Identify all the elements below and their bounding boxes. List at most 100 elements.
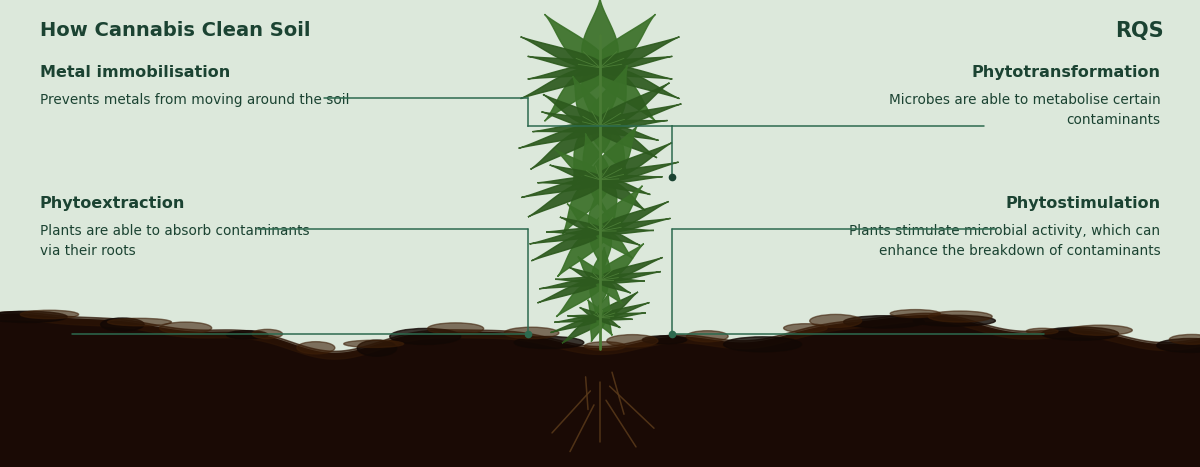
Text: RQS: RQS [1115,21,1164,41]
Ellipse shape [844,316,924,328]
Polygon shape [558,231,606,276]
Polygon shape [598,142,672,180]
Polygon shape [590,280,607,313]
Polygon shape [594,186,642,231]
Text: Phytostimulation: Phytostimulation [1006,196,1160,211]
Polygon shape [590,318,605,342]
Ellipse shape [1157,339,1200,353]
Polygon shape [590,231,612,271]
Polygon shape [596,231,632,259]
Text: Plants stimulate microbial activity, which can
enhance the breakdown of contamin: Plants stimulate microbial activity, whi… [850,224,1160,258]
Polygon shape [596,83,670,127]
Polygon shape [528,179,602,217]
Polygon shape [592,126,628,176]
Polygon shape [528,65,600,79]
Polygon shape [599,257,662,281]
Polygon shape [563,180,608,234]
Polygon shape [599,303,649,318]
Ellipse shape [390,328,461,345]
Ellipse shape [252,329,282,339]
Polygon shape [599,125,659,140]
Polygon shape [572,76,608,126]
Polygon shape [599,104,682,127]
Ellipse shape [913,315,995,326]
Polygon shape [600,313,646,319]
Polygon shape [596,318,612,335]
Polygon shape [580,307,601,318]
Polygon shape [596,179,646,210]
Text: Microbes are able to metabolise certain
contaminants: Microbes are able to metabolise certain … [889,93,1160,127]
Polygon shape [582,68,618,137]
Polygon shape [589,65,628,126]
Ellipse shape [607,335,658,347]
Polygon shape [538,280,601,303]
Polygon shape [599,162,678,181]
Polygon shape [554,149,604,180]
Ellipse shape [296,342,335,354]
Ellipse shape [1042,327,1118,340]
Polygon shape [593,247,610,280]
Polygon shape [578,256,604,280]
Polygon shape [592,125,637,180]
Text: How Cannabis Clean Soil: How Cannabis Clean Soil [40,21,310,40]
Polygon shape [546,228,600,234]
Polygon shape [600,57,672,70]
Text: Plants are able to absorb contaminants
via their roots: Plants are able to absorb contaminants v… [40,224,310,258]
Polygon shape [598,201,668,232]
Polygon shape [600,120,667,129]
Polygon shape [533,123,600,132]
Ellipse shape [686,331,728,342]
Polygon shape [594,14,655,68]
Polygon shape [545,14,606,68]
Ellipse shape [724,337,802,352]
Polygon shape [590,180,617,226]
Polygon shape [596,126,656,158]
Ellipse shape [929,311,992,322]
Ellipse shape [160,322,211,334]
Ellipse shape [358,340,397,356]
Polygon shape [551,317,601,333]
Polygon shape [599,317,620,328]
Polygon shape [538,177,600,184]
Polygon shape [554,316,600,322]
Polygon shape [582,0,618,68]
Polygon shape [599,280,631,293]
Polygon shape [528,57,600,70]
Polygon shape [556,277,600,283]
Polygon shape [600,65,672,79]
Ellipse shape [784,324,827,333]
Polygon shape [550,165,601,181]
Ellipse shape [227,331,268,339]
Polygon shape [588,300,604,318]
Polygon shape [598,67,679,99]
Polygon shape [600,272,661,282]
Polygon shape [518,125,601,148]
Polygon shape [595,293,610,318]
Polygon shape [560,217,601,232]
Polygon shape [568,204,604,231]
Ellipse shape [504,327,559,339]
Polygon shape [583,134,610,180]
Polygon shape [568,315,600,319]
Text: Phytotransformation: Phytotransformation [971,65,1160,80]
Ellipse shape [1069,325,1133,335]
Ellipse shape [810,314,862,327]
Ellipse shape [890,310,941,318]
Polygon shape [600,176,662,183]
Ellipse shape [584,342,625,350]
Polygon shape [541,112,601,127]
Polygon shape [522,178,601,198]
Ellipse shape [1169,334,1200,344]
Polygon shape [600,228,654,234]
Polygon shape [572,126,611,187]
Polygon shape [544,94,604,127]
Ellipse shape [427,323,484,334]
Polygon shape [599,230,640,245]
Polygon shape [599,179,650,195]
Polygon shape [530,126,604,170]
Polygon shape [598,292,638,318]
Polygon shape [521,67,602,99]
Ellipse shape [108,318,172,326]
Polygon shape [521,37,602,69]
Polygon shape [562,318,602,343]
